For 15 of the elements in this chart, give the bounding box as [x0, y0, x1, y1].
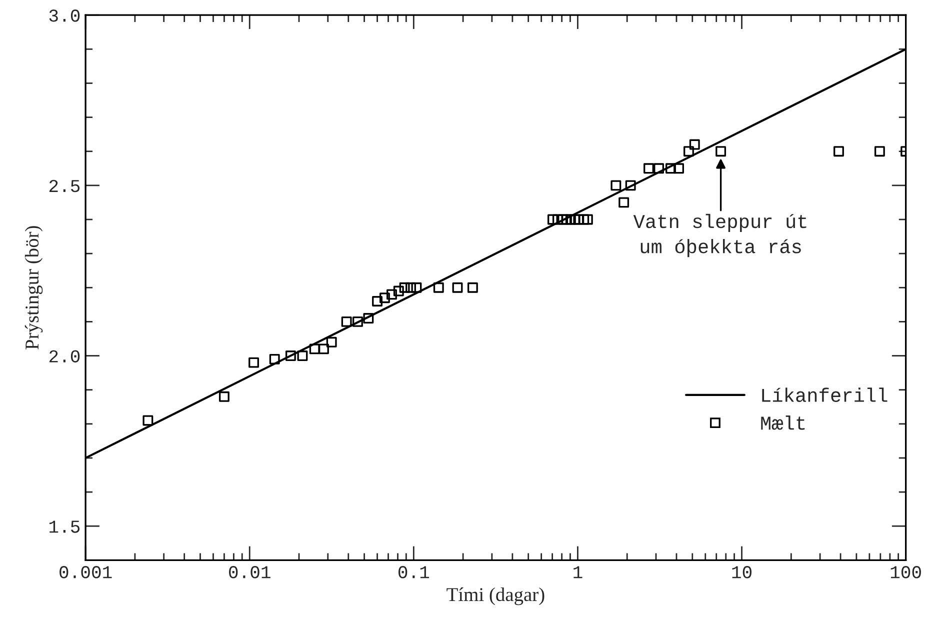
- x-tick-label: 100: [890, 566, 921, 578]
- legend-label: Mælt: [761, 416, 805, 430]
- x-tick-label: 0.1: [398, 566, 430, 578]
- x-tick-label: 10: [732, 566, 752, 578]
- x-tick-label: 0.01: [229, 566, 270, 578]
- annotation: Vatn sleppur út um óþekkta rás: [633, 214, 806, 258]
- x-tick-label: 1: [574, 566, 582, 578]
- y-tick-label: 2.0: [49, 350, 80, 362]
- legend-label: Líkanferill: [762, 388, 888, 402]
- y-tick-label: 3.0: [49, 10, 80, 22]
- x-tick-label: 0.001: [60, 566, 112, 578]
- y-tick-label: 1.5: [49, 520, 80, 533]
- y-axis-title: Prýstingur (bör): [24, 226, 43, 350]
- x-axis-title: Tími (dagar): [446, 587, 544, 606]
- y-tick-label: 2.5: [49, 180, 80, 192]
